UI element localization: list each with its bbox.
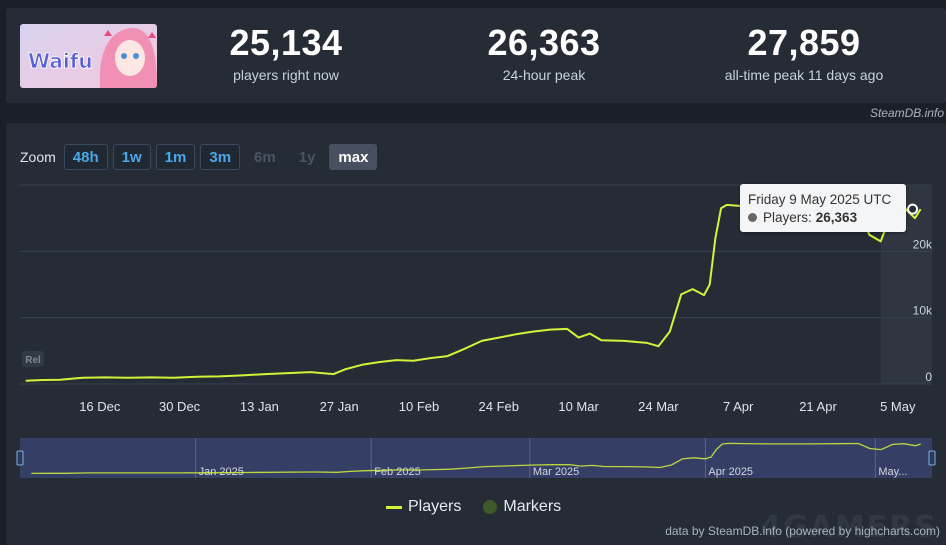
x-tick-label: 13 Jan	[240, 399, 279, 414]
x-tick-label: 16 Dec	[79, 399, 121, 414]
hover-point-marker	[907, 203, 919, 215]
legend-line-icon	[386, 505, 402, 509]
stat-current: 25,134 players right now	[206, 22, 366, 84]
zoom-1w-button[interactable]: 1w	[112, 144, 151, 170]
chart-svg[interactable]: 0 10k 20k 16 Dec 30 Dec 13 Jan 27 Jan 10 Feb 24 …	[6, 123, 946, 545]
y-tick-label: 0	[925, 370, 932, 384]
tooltip-dot-icon	[748, 213, 757, 222]
x-tick-label: 7 Apr	[723, 399, 754, 414]
stat-24h-peak-value: 26,363	[487, 22, 601, 63]
stat-24h-peak-label: 24-hour peak	[502, 67, 586, 83]
x-tick-label: 24 Feb	[479, 399, 519, 414]
navigator-tick-label: Feb 2025	[374, 466, 420, 478]
stat-current-label: players right now	[233, 67, 339, 83]
logo-text: Waifu	[28, 49, 93, 73]
zoom-1y-button: 1y	[290, 144, 325, 170]
zoom-6m-button: 6m	[245, 144, 285, 170]
legend-dot-icon	[483, 500, 498, 514]
chart-legend: Players Markers	[386, 498, 583, 516]
navigator-tick-label: Apr 2025	[708, 466, 753, 478]
zoom-3m-button[interactable]: 3m	[200, 144, 241, 170]
stat-all-time-peak: 27,859 all-time peak 11 days ago	[694, 22, 914, 84]
stat-all-time-peak-label: all-time peak 11 days ago	[724, 67, 884, 83]
navigator-selection	[20, 438, 932, 478]
legend-players-label: Players	[408, 498, 462, 515]
zoom-controls: Zoom 48h 1w 1m 3m 6m 1y max	[20, 143, 382, 171]
release-badge-label: Rel	[25, 355, 41, 366]
legend-markers-label: Markers	[503, 498, 562, 515]
navigator-tick-label: May...	[878, 466, 907, 478]
navigator-tick-label: Mar 2025	[533, 466, 579, 478]
navigator-series-line	[31, 442, 921, 475]
zoom-label: Zoom	[20, 149, 56, 165]
x-tick-label: 21 Apr	[799, 399, 837, 414]
chart-tooltip: Friday 9 May 2025 UTC Players: 26,363	[740, 184, 906, 232]
x-tick-label: 30 Dec	[159, 399, 201, 414]
steamdb-credit[interactable]: SteamDB.info	[869, 106, 944, 120]
legend-players[interactable]: Players	[386, 498, 461, 516]
x-tick-label: 5 May	[880, 399, 916, 414]
zoom-max-button[interactable]: max	[329, 144, 378, 170]
watermark-logo: 4GAMERS	[760, 510, 938, 545]
stat-current-value: 25,134	[229, 22, 343, 63]
legend-markers[interactable]: Markers	[483, 498, 561, 516]
x-tick-label: 24 Mar	[638, 399, 679, 414]
chart-panel: 0 10k 20k 16 Dec 30 Dec 13 Jan 27 Jan 10 Feb 24 …	[6, 123, 946, 545]
navigator-tick-label: Jan 2025	[199, 466, 244, 478]
stat-24h-peak: 26,363 24-hour peak	[464, 22, 624, 84]
navigator-left-handle[interactable]	[16, 450, 24, 466]
tooltip-date: Friday 9 May 2025 UTC	[748, 192, 892, 207]
footer-credit[interactable]: data by SteamDB.info (powered by highcha…	[665, 524, 940, 538]
x-tick-label: 27 Jan	[320, 399, 359, 414]
release-badge	[22, 351, 44, 367]
tooltip-row: Players: 26,363	[748, 210, 857, 225]
y-tick-label: 20k	[913, 237, 933, 251]
stat-all-time-peak-value: 27,859	[747, 22, 861, 63]
navigator-right-handle[interactable]	[928, 450, 936, 466]
x-tick-label: 10 Mar	[558, 399, 599, 414]
tooltip-value: 26,363	[815, 210, 858, 225]
y-tick-label: 10k	[913, 304, 933, 318]
stats-bar: Waifu 25,134 players right now 26,363 24…	[6, 8, 946, 103]
zoom-1m-button[interactable]: 1m	[155, 144, 196, 170]
zoom-48h-button[interactable]: 48h	[63, 144, 108, 170]
x-tick-label: 10 Feb	[399, 399, 439, 414]
game-logo[interactable]: Waifu	[20, 24, 157, 88]
tooltip-series-label: Players:	[763, 210, 812, 225]
